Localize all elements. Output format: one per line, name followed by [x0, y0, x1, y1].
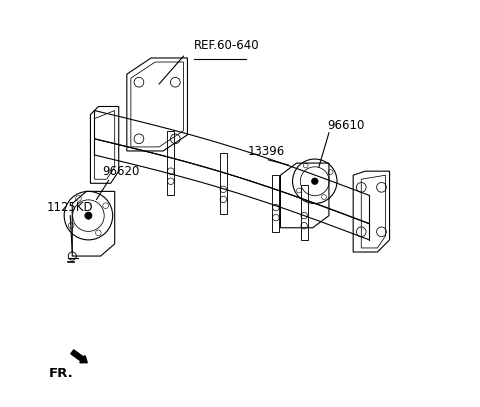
Circle shape [85, 212, 92, 219]
FancyArrow shape [71, 350, 87, 363]
Text: REF.60-640: REF.60-640 [193, 39, 259, 52]
Text: 13396: 13396 [247, 145, 285, 158]
Text: 96610: 96610 [327, 118, 364, 131]
Text: 96620: 96620 [102, 165, 139, 178]
Text: FR.: FR. [49, 367, 74, 380]
Circle shape [312, 178, 318, 185]
Text: 1125KD: 1125KD [47, 201, 94, 214]
